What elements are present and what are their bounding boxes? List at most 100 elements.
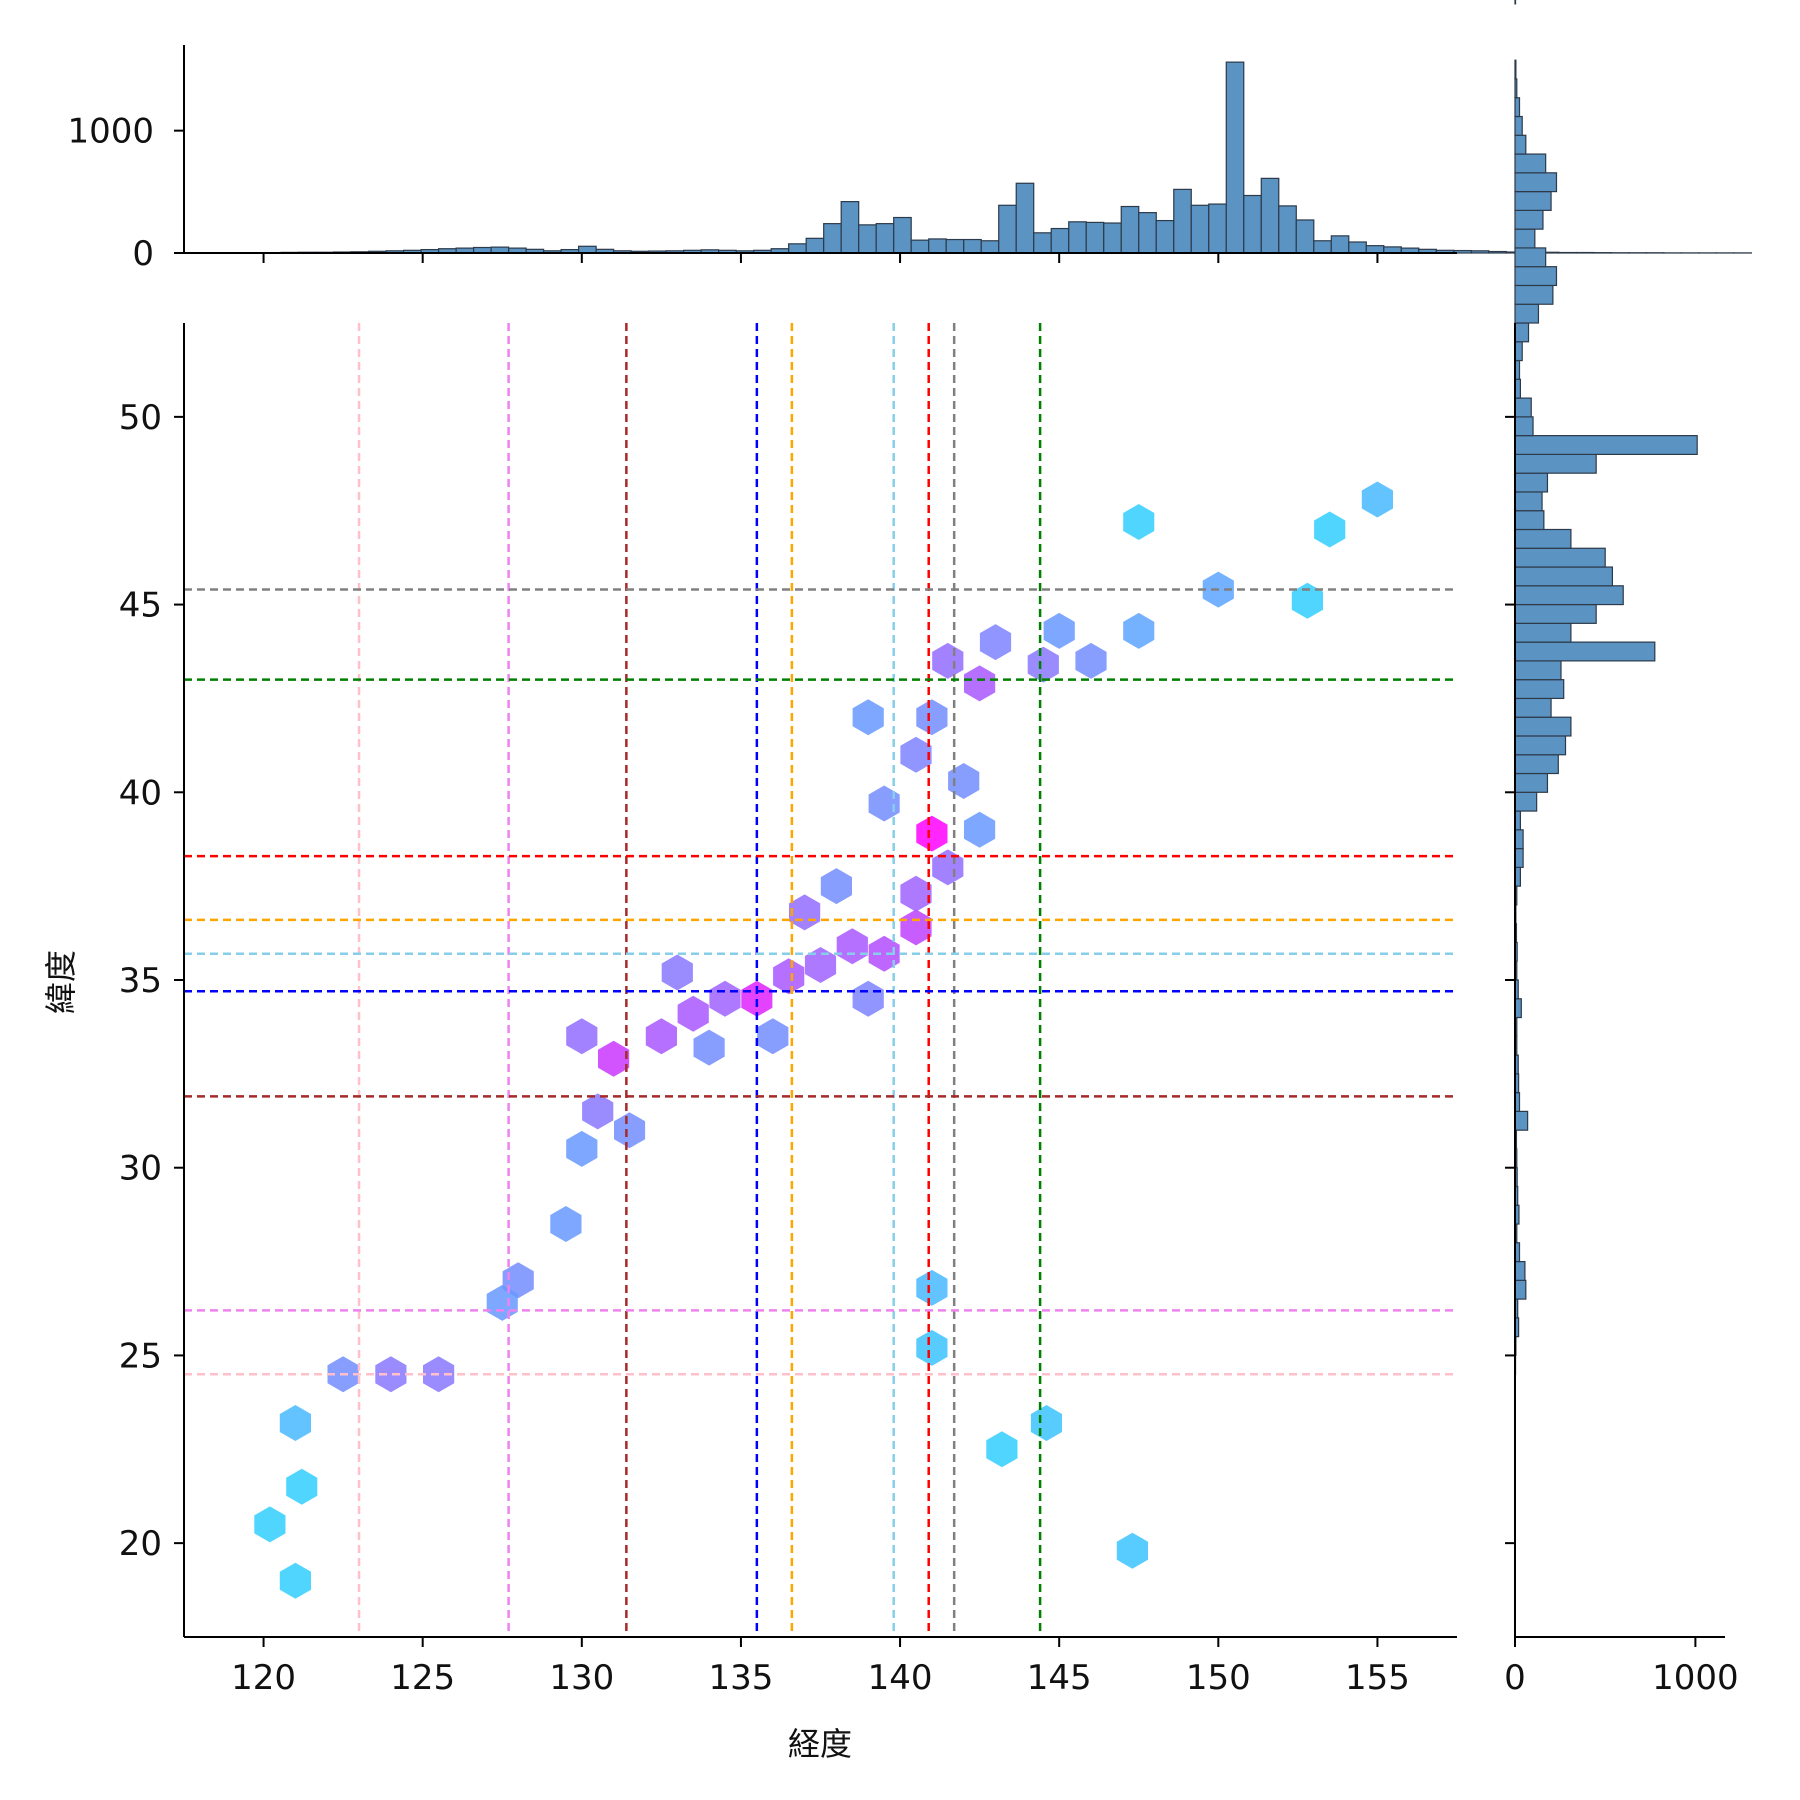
right-hist-x-tick-label: 1000 bbox=[1652, 1658, 1739, 1698]
x-hist-bar bbox=[875, 223, 895, 254]
hexbin-cell bbox=[486, 1284, 518, 1321]
hexbin-cell bbox=[677, 995, 709, 1032]
x-hist-bar bbox=[980, 240, 1000, 254]
hexbin-cell bbox=[645, 1018, 677, 1055]
x-marginal-histogram bbox=[262, 61, 1752, 254]
hexbin-cell bbox=[566, 1130, 598, 1167]
y-marginal-histogram bbox=[1514, 0, 1698, 1394]
hexbin-cell bbox=[868, 935, 900, 972]
hexbin-cell bbox=[852, 699, 884, 736]
hexbin-cell bbox=[1291, 582, 1323, 619]
hexbin-cell bbox=[550, 1206, 582, 1242]
hexbin-cell bbox=[804, 947, 837, 983]
x-hist-bar bbox=[858, 224, 877, 254]
y-axis-label: 緯度 bbox=[42, 950, 80, 1014]
y-hist-bar bbox=[1514, 829, 1524, 850]
hexbin-cell bbox=[598, 1040, 630, 1077]
y-tick-label: 30 bbox=[119, 1149, 162, 1189]
x-hist-bar bbox=[1138, 212, 1157, 254]
y-hist-bar bbox=[1514, 510, 1545, 531]
x-hist-bar bbox=[1260, 177, 1280, 254]
x-hist-bar bbox=[1330, 235, 1350, 254]
hexbin-cell bbox=[582, 1093, 614, 1130]
x-hist-bar bbox=[910, 239, 930, 254]
x-hist-bar bbox=[1103, 222, 1122, 254]
x-hist-bar bbox=[1470, 250, 1490, 254]
x-hist-bar bbox=[1313, 240, 1332, 254]
y-hist-bar bbox=[1514, 754, 1559, 775]
hexbin-cell bbox=[1123, 504, 1155, 540]
y-tick-label: 25 bbox=[119, 1336, 162, 1376]
hexbin-cell bbox=[964, 811, 996, 848]
x-tick-label: 125 bbox=[390, 1658, 455, 1698]
x-hist-bar bbox=[1208, 203, 1227, 254]
x-hist-bar bbox=[805, 237, 825, 254]
y-hist-bar bbox=[1514, 397, 1532, 418]
y-tick-label: 20 bbox=[119, 1524, 162, 1564]
y-hist-bar bbox=[1514, 585, 1624, 606]
y-hist-bar bbox=[1514, 847, 1524, 868]
y-hist-bar bbox=[1514, 78, 1518, 99]
x-tick-label: 155 bbox=[1345, 1658, 1410, 1698]
top-hist-y-tick-label: 0 bbox=[132, 234, 154, 274]
y-hist-bar bbox=[1514, 791, 1538, 812]
y-hist-bar bbox=[1514, 697, 1552, 718]
x-hist-bar bbox=[998, 204, 1017, 254]
y-tick-label: 35 bbox=[119, 961, 162, 1001]
right-hist-x-tick-label: 0 bbox=[1504, 1658, 1526, 1698]
hexbin-cell bbox=[709, 980, 741, 1017]
hexbin-cell bbox=[773, 958, 805, 995]
hexbin-cell bbox=[836, 928, 868, 965]
x-axis-label: 経度 bbox=[788, 1725, 852, 1763]
main-ticks: 120 125 130 135 140 145 150 155 20 25 30 35 40 45 50 bbox=[119, 398, 1410, 1698]
hexbin-cell bbox=[1030, 1405, 1062, 1441]
x-tick-label: 140 bbox=[868, 1658, 933, 1698]
y-hist-bar bbox=[1514, 547, 1606, 568]
y-hist-bar bbox=[1514, 735, 1567, 756]
hexbin-cell bbox=[964, 665, 996, 702]
hexbin-cell bbox=[1123, 612, 1155, 649]
x-hist-bar bbox=[1050, 227, 1070, 254]
hexbin-cell bbox=[1116, 1532, 1148, 1569]
hexbin-cell bbox=[852, 980, 884, 1017]
y-hist-bar bbox=[1514, 772, 1549, 793]
top-hist-y-tick-label: 1000 bbox=[67, 112, 154, 152]
x-tick-label: 120 bbox=[231, 1658, 296, 1698]
y-hist-bar bbox=[1514, 416, 1534, 437]
hexbin-plot bbox=[184, 323, 1457, 1637]
hexbin-cell bbox=[661, 954, 693, 991]
y-hist-bar bbox=[1514, 247, 1547, 268]
hexbin-cell bbox=[566, 1018, 598, 1055]
y-hist-bar bbox=[1514, 566, 1614, 587]
y-hist-bar bbox=[1514, 303, 1540, 324]
x-tick-label: 130 bbox=[549, 1658, 614, 1698]
hexbin-cell bbox=[979, 624, 1012, 661]
x-hist-bar bbox=[1365, 245, 1385, 254]
hexbin-cell bbox=[916, 1269, 948, 1306]
y-tick-label: 40 bbox=[119, 773, 162, 813]
x-hist-bar bbox=[1243, 194, 1262, 254]
y-hist-bar bbox=[1514, 491, 1543, 512]
y-hist-bar bbox=[1514, 0, 1517, 5]
y-hist-bar bbox=[1514, 660, 1562, 681]
hexbin-cell bbox=[757, 1018, 789, 1055]
y-hist-bar bbox=[1514, 153, 1547, 174]
hexbin-cell bbox=[375, 1356, 407, 1393]
x-hist-bar bbox=[1068, 221, 1087, 254]
y-hist-bar bbox=[1514, 209, 1544, 230]
x-hist-bar bbox=[1015, 182, 1035, 254]
hexbin-cell bbox=[916, 699, 948, 736]
y-hist-bar bbox=[1514, 97, 1521, 118]
hexbin-cell bbox=[1075, 642, 1107, 679]
y-hist-bar bbox=[1514, 453, 1597, 474]
hexbin-cell bbox=[1027, 646, 1059, 683]
hexbin-cells bbox=[254, 481, 1393, 1599]
hexbin-cell bbox=[900, 736, 932, 773]
hexbin-cell bbox=[820, 868, 852, 905]
y-hist-bar bbox=[1514, 341, 1523, 362]
x-hist-bar bbox=[1295, 219, 1315, 254]
hexbin-cell bbox=[254, 1506, 286, 1543]
y-hist-bar bbox=[1514, 191, 1552, 211]
y-hist-bar bbox=[1514, 1260, 1526, 1281]
